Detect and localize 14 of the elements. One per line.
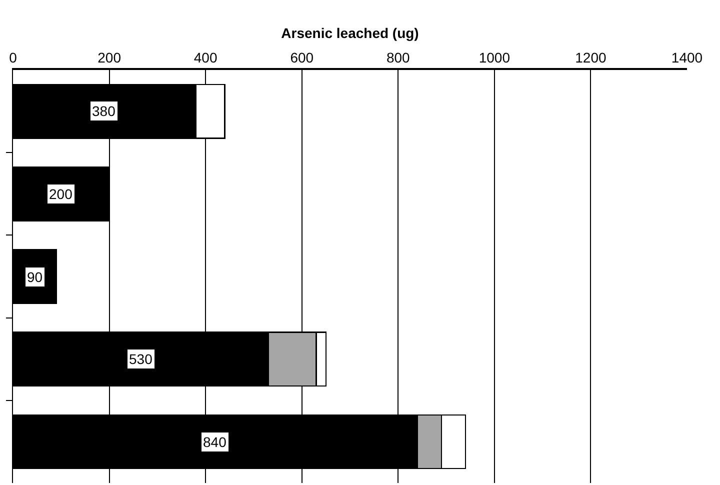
- x-tick-label: 0: [9, 50, 18, 66]
- x-tick-label: 1400: [671, 50, 703, 66]
- x-tick-label: 200: [98, 50, 122, 66]
- x-axis-title: Arsenic leached (ug): [281, 24, 419, 41]
- x-tick-label: 800: [386, 50, 410, 66]
- data-label: 840: [203, 434, 227, 450]
- data-label: 200: [49, 186, 73, 202]
- x-tick-label: 600: [290, 50, 314, 66]
- data-label: 90: [27, 269, 43, 285]
- x-tick-label: 400: [194, 50, 218, 66]
- data-label: 380: [92, 103, 116, 119]
- data-label: 530: [129, 351, 153, 367]
- x-tick-label: 1000: [478, 50, 510, 66]
- x-tick-label: 1200: [575, 50, 606, 66]
